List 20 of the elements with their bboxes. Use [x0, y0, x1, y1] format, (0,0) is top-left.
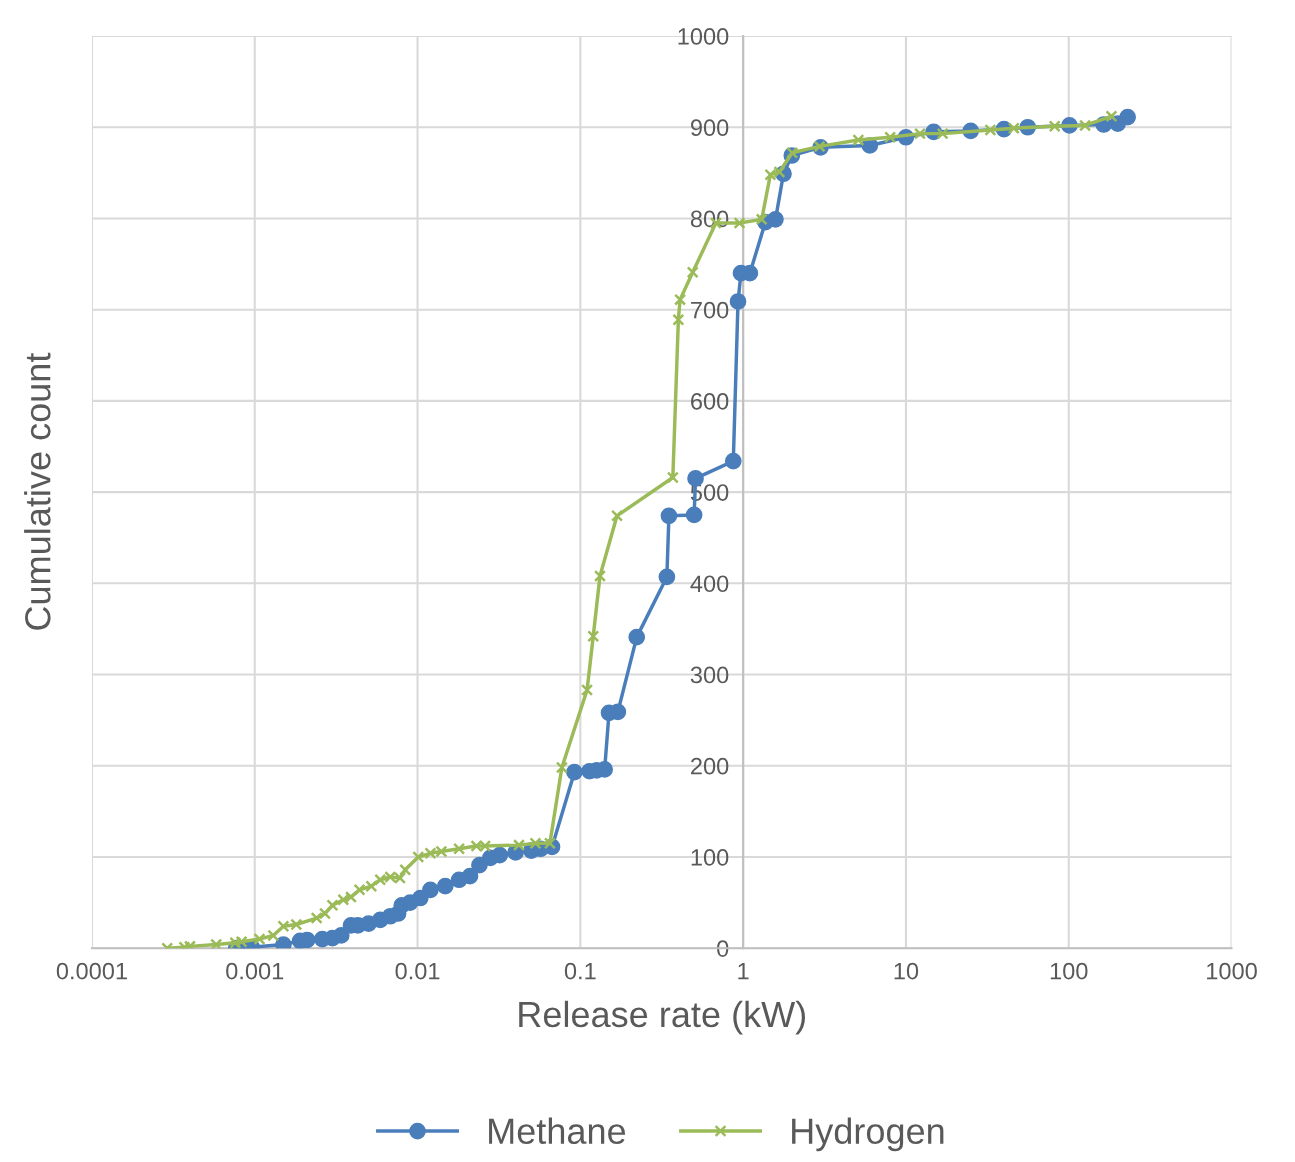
y-tick-label: 700	[691, 301, 729, 319]
x-tick-label: 0.01	[395, 962, 440, 980]
y-axis-title: Cumulative count	[24, 352, 51, 630]
y-tick-label: 100	[691, 849, 729, 866]
x-tick-label: 0.0001	[56, 962, 127, 980]
y-tick-label: 300	[690, 666, 729, 684]
legend-label: Methane	[489, 1117, 626, 1145]
y-tick-label: 900	[690, 119, 729, 137]
x-tick-label: 0.001	[226, 962, 284, 980]
x-axis-title: Release rate (kW)	[519, 1000, 805, 1035]
x-tick-label: 100	[1050, 962, 1088, 980]
y-tick-label: 400	[690, 575, 729, 593]
x-tick-label: 10	[894, 962, 919, 980]
legend-label: Hydrogen	[792, 1117, 944, 1152]
y-tick-label: 1000	[678, 28, 729, 45]
x-tick-label: 0.1	[564, 962, 596, 980]
x-tick-label: 1000	[1207, 962, 1257, 980]
x-tick-label: 1	[738, 962, 749, 980]
y-tick-label: 200	[691, 757, 729, 775]
y-tick-label: 600	[691, 392, 729, 410]
